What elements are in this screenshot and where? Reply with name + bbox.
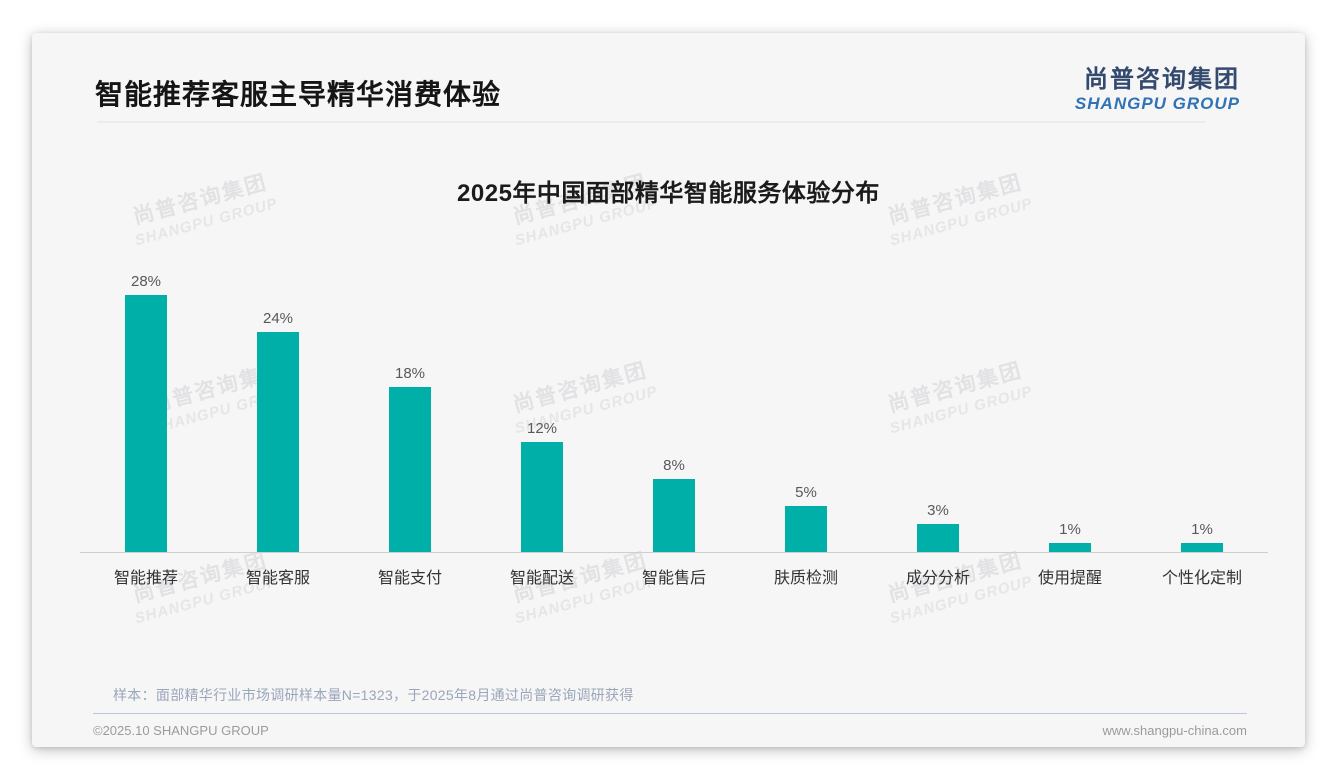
bar-value-label: 24% xyxy=(262,310,294,327)
bar xyxy=(1049,543,1091,552)
copyright-text: ©2025.10 SHANGPU GROUP xyxy=(93,723,269,738)
logo-english-name: SHANGPU GROUP xyxy=(1074,94,1240,113)
bar xyxy=(257,332,299,552)
header-divider xyxy=(97,121,1205,123)
bar-value-label: 8% xyxy=(663,457,685,474)
bar xyxy=(785,506,827,552)
bar-value-label: 5% xyxy=(795,484,817,501)
bar-column: 24% xyxy=(212,261,344,552)
bar xyxy=(521,442,563,552)
bar-column: 28% xyxy=(80,261,212,552)
website-text: www.shangpu-china.com xyxy=(1102,723,1247,738)
footer-divider xyxy=(93,713,1247,714)
chart-title: 2025年中国面部精华智能服务体验分布 xyxy=(457,180,880,207)
category-label: 智能售后 xyxy=(641,570,706,587)
plot-area: 28% 24% 18% 12% 8% 5% 3% 1% 1% xyxy=(80,261,1268,553)
page-title: 智能推荐客服主导精华消费体验 xyxy=(95,79,502,110)
bar-column: 8% xyxy=(608,261,740,552)
bar xyxy=(125,295,167,552)
bar-value-label: 28% xyxy=(130,273,162,290)
category-label: 智能配送 xyxy=(509,570,574,587)
bar xyxy=(389,387,431,552)
slide-card: 尚普咨询集团 SHANGPU GROUP 尚普咨询集团 SHANGPU GROUP 尚普… xyxy=(32,33,1305,747)
bar-column: 12% xyxy=(476,261,608,552)
bar-column: 1% xyxy=(1004,261,1136,552)
bar-value-label: 18% xyxy=(394,365,426,382)
category-label: 肤质检测 xyxy=(773,570,838,587)
bar xyxy=(917,524,959,552)
bar-value-label: 3% xyxy=(927,502,949,519)
bar-column: 1% xyxy=(1136,261,1268,552)
category-label: 使用提醒 xyxy=(1037,570,1102,587)
category-label: 成分分析 xyxy=(905,570,970,587)
category-label: 智能支付 xyxy=(377,570,442,587)
bar-column: 5% xyxy=(740,261,872,552)
company-logo: 尚普咨询集团 SHANGPU GROUP xyxy=(1075,59,1240,114)
category-label: 智能推荐 xyxy=(113,570,178,587)
bar-value-label: 12% xyxy=(526,420,558,437)
bar-value-label: 1% xyxy=(1059,521,1081,538)
category-label: 个性化定制 xyxy=(1161,570,1242,587)
category-row: 智能推荐 智能客服 智能支付 智能配送 智能售后 肤质检测 成分分析 使用提醒 个性化定制 xyxy=(80,564,1268,588)
sample-note: 样本：面部精华行业市场调研样本量N=1323，于2025年8月通过尚普咨询调研获… xyxy=(113,687,634,703)
logo-chinese-name: 尚普咨询集团 xyxy=(1084,66,1240,93)
bar-column: 3% xyxy=(872,261,1004,552)
category-label: 智能客服 xyxy=(245,570,310,587)
bar-column: 18% xyxy=(344,261,476,552)
bar xyxy=(1181,543,1223,552)
footer-row: ©2025.10 SHANGPU GROUP www.shangpu-china… xyxy=(93,723,1247,738)
bar-value-label: 1% xyxy=(1191,521,1213,538)
bar xyxy=(653,479,695,552)
